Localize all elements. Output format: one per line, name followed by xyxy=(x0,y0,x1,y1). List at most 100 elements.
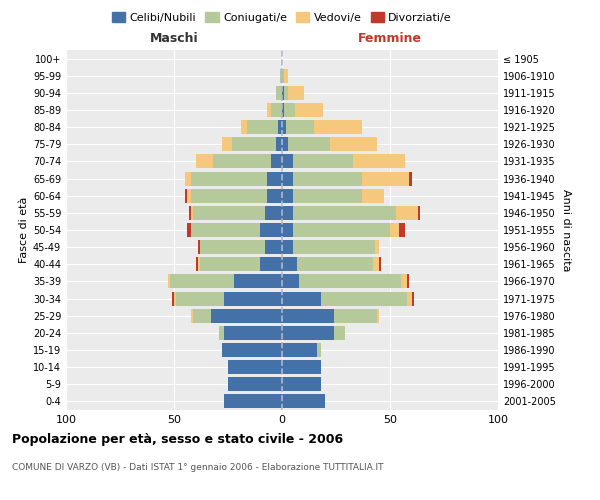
Bar xyxy=(293,223,390,237)
Bar xyxy=(185,172,191,185)
Bar xyxy=(401,274,407,288)
Bar xyxy=(293,206,397,220)
Bar xyxy=(176,292,224,306)
Bar xyxy=(200,240,265,254)
Bar xyxy=(282,326,334,340)
Bar xyxy=(282,68,284,82)
Bar xyxy=(282,258,297,272)
Bar xyxy=(200,258,260,272)
Bar xyxy=(293,172,362,185)
Bar xyxy=(191,308,193,322)
Bar xyxy=(271,154,282,168)
Bar xyxy=(407,274,409,288)
Bar xyxy=(282,378,321,392)
Bar xyxy=(362,188,383,202)
Bar xyxy=(297,258,373,272)
Bar xyxy=(187,188,191,202)
Bar xyxy=(390,223,398,237)
Bar xyxy=(224,326,282,340)
Bar xyxy=(191,188,267,202)
Bar xyxy=(282,360,321,374)
Bar xyxy=(282,103,284,117)
Y-axis label: Fasce di età: Fasce di età xyxy=(19,197,29,263)
Bar xyxy=(409,172,412,185)
Bar xyxy=(299,274,401,288)
Bar xyxy=(221,343,282,357)
Bar xyxy=(196,258,198,272)
Bar xyxy=(185,188,187,202)
Bar xyxy=(247,120,278,134)
Bar xyxy=(282,394,325,408)
Bar xyxy=(213,154,271,168)
Bar xyxy=(375,240,379,254)
Bar xyxy=(282,240,293,254)
Bar xyxy=(286,120,314,134)
Bar xyxy=(228,360,282,374)
Bar xyxy=(284,103,295,117)
Bar xyxy=(221,138,232,151)
Bar xyxy=(278,120,282,134)
Bar xyxy=(191,206,193,220)
Bar xyxy=(224,394,282,408)
Bar xyxy=(373,258,379,272)
Bar xyxy=(191,223,260,237)
Bar xyxy=(334,326,344,340)
Bar xyxy=(314,120,362,134)
Bar xyxy=(282,188,293,202)
Bar xyxy=(228,378,282,392)
Bar xyxy=(317,343,321,357)
Bar xyxy=(289,86,304,100)
Bar xyxy=(282,206,293,220)
Bar xyxy=(275,138,282,151)
Bar xyxy=(282,308,334,322)
Bar xyxy=(170,274,235,288)
Bar xyxy=(293,188,362,202)
Bar xyxy=(271,103,282,117)
Bar xyxy=(267,172,282,185)
Bar xyxy=(224,292,282,306)
Bar xyxy=(362,172,409,185)
Bar xyxy=(220,326,224,340)
Bar xyxy=(282,223,293,237)
Bar xyxy=(172,292,174,306)
Bar xyxy=(196,154,213,168)
Bar xyxy=(265,206,282,220)
Bar xyxy=(241,120,247,134)
Bar xyxy=(295,103,323,117)
Bar xyxy=(193,308,211,322)
Bar xyxy=(398,223,405,237)
Bar xyxy=(282,120,286,134)
Bar xyxy=(377,308,379,322)
Bar xyxy=(397,206,418,220)
Bar xyxy=(282,86,284,100)
Bar xyxy=(193,206,265,220)
Bar xyxy=(321,292,407,306)
Bar xyxy=(418,206,420,220)
Bar xyxy=(293,154,353,168)
Bar xyxy=(260,258,282,272)
Bar xyxy=(260,223,282,237)
Bar xyxy=(267,188,282,202)
Bar xyxy=(282,274,299,288)
Bar xyxy=(282,343,317,357)
Bar xyxy=(198,258,200,272)
Bar xyxy=(282,292,321,306)
Bar xyxy=(353,154,405,168)
Bar xyxy=(284,68,289,82)
Bar xyxy=(282,172,293,185)
Bar xyxy=(282,138,289,151)
Y-axis label: Anni di nascita: Anni di nascita xyxy=(561,188,571,271)
Bar xyxy=(187,223,191,237)
Bar xyxy=(407,292,412,306)
Bar xyxy=(174,292,176,306)
Bar xyxy=(289,138,329,151)
Bar xyxy=(265,240,282,254)
Bar xyxy=(293,240,375,254)
Text: Maschi: Maschi xyxy=(149,32,199,45)
Bar xyxy=(275,86,282,100)
Legend: Celibi/Nubili, Coniugati/e, Vedovi/e, Divorziati/e: Celibi/Nubili, Coniugati/e, Vedovi/e, Di… xyxy=(107,8,457,28)
Text: Femmine: Femmine xyxy=(358,32,422,45)
Bar xyxy=(191,172,267,185)
Bar xyxy=(329,138,377,151)
Bar xyxy=(412,292,414,306)
